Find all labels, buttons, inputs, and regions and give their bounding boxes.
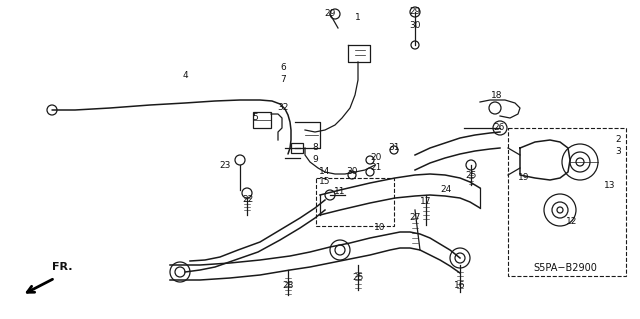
Text: 14: 14 (319, 167, 331, 176)
Bar (291, 143, 303, 153)
Text: 10: 10 (374, 224, 386, 233)
Text: 9: 9 (312, 154, 318, 164)
Text: 18: 18 (492, 92, 503, 100)
Text: 29: 29 (410, 8, 420, 17)
Text: 2: 2 (615, 136, 621, 145)
Text: 23: 23 (220, 160, 230, 169)
Text: 25: 25 (465, 170, 477, 180)
Text: 4: 4 (182, 70, 188, 79)
Text: 3: 3 (615, 147, 621, 157)
Text: 6: 6 (280, 63, 286, 72)
Text: 30: 30 (346, 167, 358, 176)
Bar (508, 128, 626, 276)
Text: 8: 8 (312, 144, 318, 152)
Text: 30: 30 (409, 20, 420, 29)
Text: 16: 16 (454, 280, 466, 290)
Text: 1: 1 (355, 13, 361, 23)
Text: 21: 21 (371, 164, 381, 173)
Bar (253, 112, 271, 128)
Text: 13: 13 (604, 181, 616, 189)
Text: 12: 12 (566, 218, 578, 226)
Text: FR.: FR. (52, 262, 72, 272)
Text: 22: 22 (243, 196, 253, 204)
Text: 31: 31 (388, 144, 400, 152)
Text: 24: 24 (440, 186, 452, 195)
Text: 32: 32 (277, 102, 289, 112)
Text: 15: 15 (319, 177, 331, 187)
Text: 26: 26 (493, 123, 505, 132)
Text: 5: 5 (252, 114, 258, 122)
Text: 11: 11 (334, 188, 346, 197)
Text: 17: 17 (420, 197, 432, 206)
Text: 29: 29 (324, 10, 336, 19)
Text: 7: 7 (280, 75, 286, 84)
Text: 20: 20 (371, 153, 381, 162)
Text: 25: 25 (352, 273, 364, 283)
Bar (316, 178, 394, 226)
Text: S5PA−B2900: S5PA−B2900 (533, 263, 597, 273)
Text: 27: 27 (410, 213, 420, 222)
Text: 19: 19 (518, 174, 530, 182)
Text: 28: 28 (282, 280, 294, 290)
